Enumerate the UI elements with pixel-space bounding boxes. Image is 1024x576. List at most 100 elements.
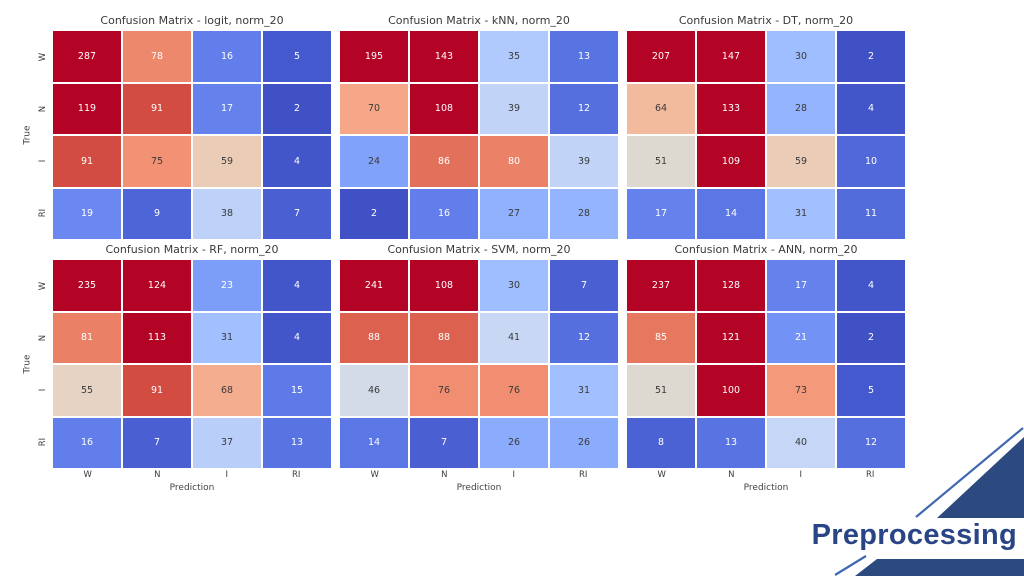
x-axis-tick-labels: W N I RI: [53, 468, 331, 482]
confusion-matrix-panel-svm: Confusion Matrix - SVM, norm_20 241 108 30…: [340, 243, 618, 494]
x-tick-label: W: [370, 470, 379, 480]
heatmap-cell: 5: [263, 31, 331, 82]
x-tick-label: N: [441, 470, 448, 480]
heatmap-cell: 27: [480, 188, 548, 239]
x-tick-label: N: [154, 470, 161, 480]
heatmap-cell: 4: [263, 312, 331, 363]
heatmap-cell: 76: [410, 365, 478, 416]
heatmap-cell: 76: [480, 365, 548, 416]
heatmap-cell: 7: [410, 417, 478, 468]
heatmap-cell: 235: [53, 260, 121, 311]
chart-title: Confusion Matrix - RF, norm_20: [105, 243, 279, 256]
heatmap-grid: 207 147 30 2 64 133 28 4 51 109 59 10 17 14 31 11: [627, 31, 905, 239]
heatmap-cell: 16: [410, 188, 478, 239]
x-axis-tick-labels: W N I RI: [340, 468, 618, 482]
heatmap-cell: 7: [123, 417, 191, 468]
chart-title: Confusion Matrix - SVM, norm_20: [387, 243, 571, 256]
heatmap-cell: 207: [627, 31, 695, 82]
heatmap-cell: 26: [480, 417, 548, 468]
x-tick-label: RI: [579, 470, 588, 480]
heatmap-cell: 147: [697, 31, 765, 82]
heatmap-cell: 85: [627, 312, 695, 363]
footer-band: [855, 559, 1024, 576]
heatmap-cell: 91: [53, 136, 121, 187]
heatmap-cell: 59: [193, 136, 261, 187]
heatmap-cell: 13: [697, 417, 765, 468]
heatmap-cell: 108: [410, 260, 478, 311]
heatmap-cell: 91: [123, 365, 191, 416]
confusion-matrix-panel-logit: Confusion Matrix - logit, norm_20 287 78 1…: [23, 14, 331, 239]
chart-title: Confusion Matrix - DT, norm_20: [678, 14, 854, 27]
heatmap-cell: 23: [193, 260, 261, 311]
heatmap-cell: 51: [627, 136, 695, 187]
x-axis-label: Prediction: [456, 483, 502, 493]
heatmap-cell: 55: [53, 365, 121, 416]
heatmap-cell: 31: [193, 312, 261, 363]
x-tick-label: W: [83, 470, 92, 480]
diagonal-accent-line: [915, 427, 1024, 518]
heatmap-cell: 13: [263, 417, 331, 468]
heatmap-cell: 8: [627, 417, 695, 468]
heatmap-cell: 109: [697, 136, 765, 187]
heatmap-cell: 108: [410, 83, 478, 134]
heatmap-cell: 12: [550, 83, 618, 134]
heatmap-cell: 4: [263, 260, 331, 311]
heatmap-cell: 31: [767, 188, 835, 239]
heatmap-cell: 16: [53, 417, 121, 468]
heatmap-cell: 17: [627, 188, 695, 239]
heatmap-cell: 59: [767, 136, 835, 187]
heatmap-cell: 24: [340, 136, 408, 187]
x-axis-label: Prediction: [169, 483, 215, 493]
heatmap-cell: 39: [550, 136, 618, 187]
heatmap-cell: 12: [550, 312, 618, 363]
confusion-matrix-panel-dt: Confusion Matrix - DT, norm_20 207 147 30 2…: [627, 14, 905, 239]
chart-title: Confusion Matrix - ANN, norm_20: [674, 243, 858, 256]
heatmap-cell: 30: [767, 31, 835, 82]
heatmap-cell: 81: [53, 312, 121, 363]
heatmap-cell: 41: [480, 312, 548, 363]
heatmap-cell: 119: [53, 83, 121, 134]
heatmap-cell: 17: [193, 83, 261, 134]
x-tick-label: RI: [292, 470, 301, 480]
heatmap-cell: 46: [340, 365, 408, 416]
heatmap-cell: 37: [193, 417, 261, 468]
heatmap-cell: 16: [193, 31, 261, 82]
heatmap-cell: 100: [697, 365, 765, 416]
heatmap-cell: 91: [123, 83, 191, 134]
heatmap-cell: 2: [837, 31, 905, 82]
heatmap-cell: 51: [627, 365, 695, 416]
heatmap-cell: 40: [767, 417, 835, 468]
y-axis-tick-labels: W N I RI: [36, 31, 50, 239]
x-tick-label: RI: [866, 470, 875, 480]
heatmap-cell: 38: [193, 188, 261, 239]
heatmap-cell: 13: [550, 31, 618, 82]
heatmap-cell: 12: [837, 417, 905, 468]
heatmap-cell: 128: [697, 260, 765, 311]
heatmap-cell: 124: [123, 260, 191, 311]
heatmap-cell: 2: [263, 83, 331, 134]
heatmap-cell: 4: [837, 260, 905, 311]
heatmap-cell: 70: [340, 83, 408, 134]
heatmap-cell: 35: [480, 31, 548, 82]
heatmap-grid: 235 124 23 4 81 113 31 4 55 91 68 15 16 7 37 13: [53, 260, 331, 468]
heatmap-cell: 2: [340, 188, 408, 239]
heatmap-cell: 15: [263, 365, 331, 416]
y-axis-tick-labels: W N I RI: [36, 260, 50, 468]
heatmap-cell: 64: [627, 83, 695, 134]
x-tick-label: I: [799, 470, 802, 480]
heatmap-cell: 195: [340, 31, 408, 82]
heatmap-cell: 31: [550, 365, 618, 416]
heatmap-cell: 28: [767, 83, 835, 134]
heatmap-grid: 241 108 30 7 88 88 41 12 46 76 76 31 14 7 26 26: [340, 260, 618, 468]
heatmap-cell: 2: [837, 312, 905, 363]
heatmap-cell: 88: [410, 312, 478, 363]
heatmap-cell: 39: [480, 83, 548, 134]
heatmap-cell: 5: [837, 365, 905, 416]
y-axis-label: True: [23, 354, 33, 374]
heatmap-cell: 4: [263, 136, 331, 187]
heatmap-cell: 68: [193, 365, 261, 416]
x-tick-label: I: [225, 470, 228, 480]
heatmap-cell: 28: [550, 188, 618, 239]
heatmap-cell: 88: [340, 312, 408, 363]
